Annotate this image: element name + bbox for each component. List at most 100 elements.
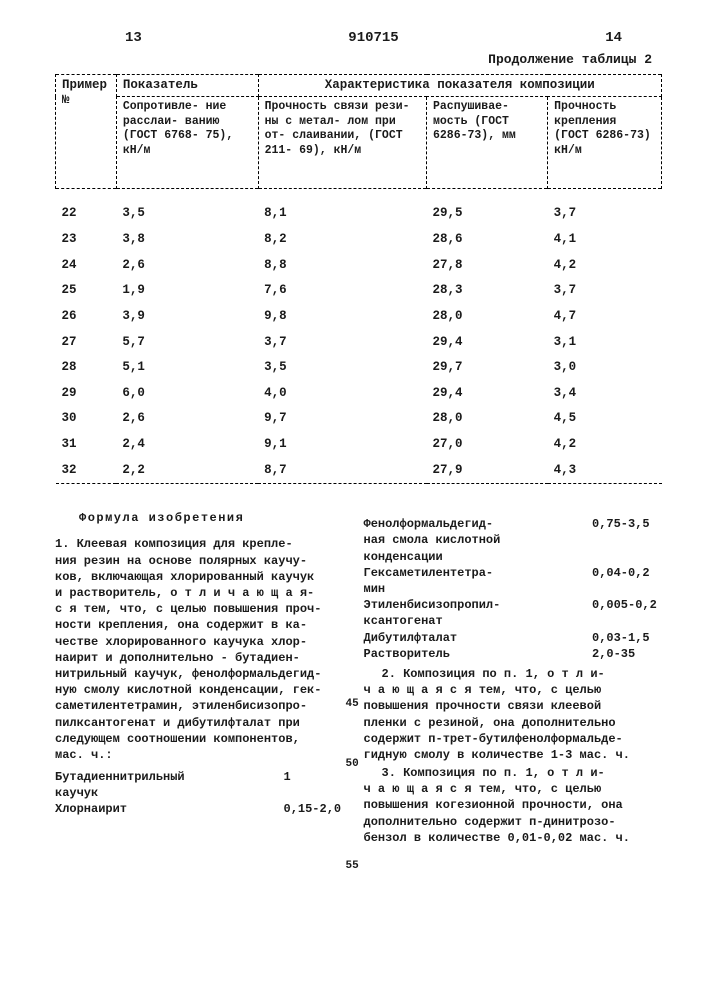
table-cell: 28,3	[427, 278, 548, 304]
table-cell: 28	[56, 355, 117, 381]
table-cell: 3,7	[548, 201, 662, 227]
table-cell: 3,7	[548, 278, 662, 304]
table-row: 275,73,729,43,1	[56, 330, 662, 356]
table-continuation: Продолжение таблицы 2	[55, 52, 662, 68]
component-label: Хлорнаирит	[55, 801, 284, 817]
table-cell: 5,7	[116, 330, 258, 356]
component-label: Этиленбисизопропил- ксантогенат	[364, 597, 593, 629]
table-row: 285,13,529,73,0	[56, 355, 662, 381]
formula-title: Формула изобретения	[55, 510, 354, 526]
table-cell: 25	[56, 278, 117, 304]
right-components-list: Фенолформальдегид- ная смола кислотной к…	[364, 516, 663, 662]
claim-2-text: 2. Композиция по п. 1, о т л и- ч а ю щ …	[364, 666, 663, 763]
patent-number: 910715	[291, 30, 457, 48]
component-value: 0,005-0,2	[592, 597, 662, 629]
col-hdr-characteristics: Характеристика показателя композиции	[258, 74, 661, 97]
table-cell: 24	[56, 253, 117, 279]
component-row: Фенолформальдегид- ная смола кислотной к…	[364, 516, 663, 565]
table-cell: 4,2	[548, 432, 662, 458]
table-cell: 29,5	[427, 201, 548, 227]
table-cell: 3,9	[116, 304, 258, 330]
table-cell: 32	[56, 458, 117, 484]
table-cell: 29,4	[427, 330, 548, 356]
component-row: Бутадиеннитрильный каучук1	[55, 769, 354, 801]
table-cell: 3,1	[548, 330, 662, 356]
col-hdr-primer: Пример №	[56, 74, 117, 189]
line-marker-45: 45	[346, 698, 359, 712]
component-value: 0,04-0,2	[592, 565, 662, 597]
subhdr-4: Прочность крепления (ГОСТ 6286-73) кН/м	[548, 97, 662, 189]
table-cell: 3,5	[116, 201, 258, 227]
table-cell: 23	[56, 227, 117, 253]
table-cell: 28,0	[427, 406, 548, 432]
left-components-list: Бутадиеннитрильный каучук1Хлорнаирит0,15…	[55, 769, 354, 818]
table-cell: 8,2	[258, 227, 426, 253]
table-cell: 6,0	[116, 381, 258, 407]
claim-1-text: 1. Клеевая композиция для крепле- ния ре…	[55, 536, 354, 763]
table-cell: 3,4	[548, 381, 662, 407]
table-cell: 3,5	[258, 355, 426, 381]
table-cell: 2,4	[116, 432, 258, 458]
page-right: 14	[456, 30, 662, 48]
component-label: Фенолформальдегид- ная смола кислотной к…	[364, 516, 593, 565]
subhdr-1: Сопротивле- ние расслаи- ванию (ГОСТ 676…	[116, 97, 258, 189]
table-row: 263,99,828,04,7	[56, 304, 662, 330]
table-cell: 3,0	[548, 355, 662, 381]
table-cell: 27	[56, 330, 117, 356]
table-cell: 29,4	[427, 381, 548, 407]
component-value: 2,0-35	[592, 646, 662, 662]
component-value: 1	[284, 769, 354, 801]
line-marker-50: 50	[346, 758, 359, 772]
claims-block: Формула изобретения 1. Клеевая композици…	[55, 510, 662, 846]
line-marker-55: 55	[346, 860, 359, 874]
table-cell: 8,8	[258, 253, 426, 279]
table-row: 242,68,827,84,2	[56, 253, 662, 279]
table-row: 251,97,628,33,7	[56, 278, 662, 304]
component-value: 0,15-2,0	[284, 801, 354, 817]
component-label: Дибутилфталат	[364, 630, 593, 646]
col-hdr-pokazatel: Показатель	[116, 74, 258, 97]
table-cell: 28,0	[427, 304, 548, 330]
component-value: 0,75-3,5	[592, 516, 662, 565]
table-cell: 2,2	[116, 458, 258, 484]
table-cell: 4,2	[548, 253, 662, 279]
table-row: 312,49,127,04,2	[56, 432, 662, 458]
table-cell: 28,6	[427, 227, 548, 253]
table-cell: 30	[56, 406, 117, 432]
table-row: 302,69,728,04,5	[56, 406, 662, 432]
component-row: Дибутилфталат0,03-1,5	[364, 630, 663, 646]
table-cell: 4,0	[258, 381, 426, 407]
table-row: 296,04,029,43,4	[56, 381, 662, 407]
component-label: Бутадиеннитрильный каучук	[55, 769, 284, 801]
table-cell: 3,8	[116, 227, 258, 253]
table-body: 223,58,129,53,7233,88,228,64,1242,68,827…	[56, 201, 662, 483]
table-row: 223,58,129,53,7	[56, 201, 662, 227]
table-row: 322,28,727,94,3	[56, 458, 662, 484]
table-cell: 4,1	[548, 227, 662, 253]
table-cell: 8,1	[258, 201, 426, 227]
table-cell: 29	[56, 381, 117, 407]
component-row: Гексаметилентетра- мин0,04-0,2	[364, 565, 663, 597]
table-cell: 4,3	[548, 458, 662, 484]
table-cell: 4,7	[548, 304, 662, 330]
table-cell: 27,9	[427, 458, 548, 484]
table-cell: 9,8	[258, 304, 426, 330]
table-cell: 2,6	[116, 406, 258, 432]
subhdr-3: Распушивае- мость (ГОСТ 6286-73), мм	[427, 97, 548, 189]
table-cell: 3,7	[258, 330, 426, 356]
table-cell: 7,6	[258, 278, 426, 304]
table-cell: 5,1	[116, 355, 258, 381]
table-cell: 27,8	[427, 253, 548, 279]
component-row: Растворитель2,0-35	[364, 646, 663, 662]
table-row: 233,88,228,64,1	[56, 227, 662, 253]
component-value: 0,03-1,5	[592, 630, 662, 646]
table-cell: 4,5	[548, 406, 662, 432]
table-cell: 27,0	[427, 432, 548, 458]
patent-page: 13 910715 14 Продолжение таблицы 2 Приме…	[0, 0, 707, 1000]
table-cell: 29,7	[427, 355, 548, 381]
table-cell: 9,7	[258, 406, 426, 432]
table-cell: 31	[56, 432, 117, 458]
component-row: Хлорнаирит0,15-2,0	[55, 801, 354, 817]
table-cell: 26	[56, 304, 117, 330]
table-cell: 1,9	[116, 278, 258, 304]
